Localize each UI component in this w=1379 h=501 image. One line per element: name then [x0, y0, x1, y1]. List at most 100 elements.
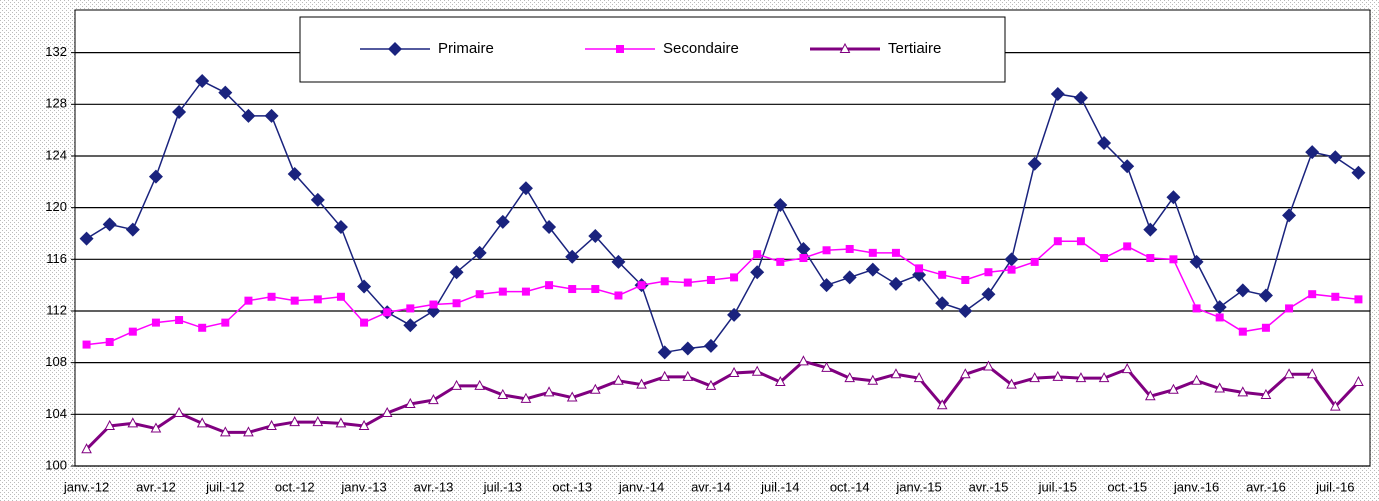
- marker: [310, 192, 325, 207]
- marker: [1029, 372, 1041, 383]
- marker: [196, 417, 208, 428]
- marker: [751, 365, 763, 376]
- marker: [267, 292, 276, 301]
- marker: [660, 277, 669, 286]
- marker: [614, 291, 623, 300]
- y-tick-label: 124: [45, 147, 67, 162]
- marker: [1351, 165, 1366, 180]
- marker: [819, 278, 834, 293]
- marker: [475, 290, 484, 299]
- marker: [312, 416, 324, 427]
- marker: [1308, 290, 1317, 299]
- y-tick-label: 112: [46, 302, 67, 317]
- legend-text: Primaire: [438, 40, 494, 57]
- marker: [1146, 254, 1155, 263]
- marker: [82, 340, 91, 349]
- series: [79, 74, 1366, 360]
- x-tick-label: juil.-13: [483, 479, 522, 494]
- marker: [845, 244, 854, 253]
- marker: [495, 214, 510, 229]
- marker: [1283, 368, 1295, 379]
- marker: [983, 360, 994, 371]
- marker: [498, 287, 507, 296]
- marker: [406, 304, 415, 313]
- x-tick-label: janv.-13: [340, 479, 386, 494]
- marker: [520, 392, 532, 403]
- marker: [1004, 252, 1019, 267]
- marker: [403, 318, 418, 333]
- legend: Primaire Secondaire Tertiaire: [299, 16, 1006, 83]
- x-tick-label: oct.-13: [552, 479, 592, 494]
- marker: [497, 388, 509, 399]
- marker: [753, 250, 762, 259]
- marker: [1353, 375, 1364, 387]
- marker: [636, 378, 647, 389]
- x-tick-label: juil.-16: [1315, 479, 1354, 494]
- marker: [961, 275, 970, 284]
- marker: [358, 419, 370, 430]
- x-tick-label: janv.-12: [63, 479, 109, 494]
- marker: [335, 417, 347, 428]
- marker: [959, 368, 971, 379]
- marker: [357, 279, 372, 294]
- marker: [915, 264, 924, 273]
- series: [82, 237, 1363, 349]
- x-tick-label: avr.-14: [691, 479, 731, 494]
- marker: [148, 169, 163, 184]
- marker: [796, 241, 811, 256]
- marker: [839, 42, 851, 53]
- y-tick-label: 128: [45, 96, 67, 111]
- y-tick-label: 108: [45, 354, 67, 369]
- marker: [1007, 265, 1016, 274]
- marker: [773, 198, 788, 213]
- marker: [264, 108, 279, 123]
- x-tick-label: juil.-14: [760, 479, 799, 494]
- marker: [1144, 390, 1156, 401]
- marker: [452, 299, 461, 308]
- marker: [565, 249, 580, 264]
- marker: [1143, 222, 1158, 237]
- legend-text: Secondaire: [663, 40, 739, 57]
- y-tick-label: 132: [45, 44, 67, 59]
- marker: [705, 379, 717, 390]
- marker: [1258, 288, 1273, 303]
- x-tick-label: oct.-14: [830, 479, 870, 494]
- marker: [1192, 304, 1201, 313]
- marker: [844, 372, 856, 383]
- marker: [1006, 378, 1017, 389]
- marker: [1097, 136, 1112, 151]
- marker: [730, 273, 739, 282]
- marker: [1166, 190, 1181, 205]
- marker: [703, 338, 718, 353]
- series-line: [86, 80, 1359, 354]
- marker: [1050, 86, 1065, 101]
- legend-text: Tertiaire: [888, 40, 941, 57]
- plot-area: [74, 9, 1371, 467]
- marker: [1306, 368, 1318, 379]
- marker: [449, 265, 464, 280]
- marker: [175, 316, 184, 325]
- marker: [287, 167, 302, 182]
- x-tick-label: avr.-15: [969, 479, 1009, 494]
- marker: [1331, 292, 1340, 301]
- marker: [102, 217, 117, 232]
- marker: [657, 345, 672, 360]
- marker: [821, 361, 832, 372]
- x-tick-label: janv.-16: [1173, 479, 1219, 494]
- marker: [1212, 300, 1227, 315]
- marker: [568, 285, 577, 294]
- marker: [150, 422, 162, 433]
- x-tick-label: juil.-15: [1038, 479, 1077, 494]
- marker: [958, 303, 973, 318]
- marker: [1076, 237, 1085, 246]
- marker: [588, 229, 603, 244]
- marker: [868, 248, 877, 257]
- marker: [428, 394, 439, 405]
- marker: [683, 278, 692, 287]
- marker: [218, 85, 233, 100]
- marker: [244, 296, 253, 305]
- marker: [589, 383, 601, 394]
- marker: [472, 245, 487, 260]
- marker: [221, 318, 230, 327]
